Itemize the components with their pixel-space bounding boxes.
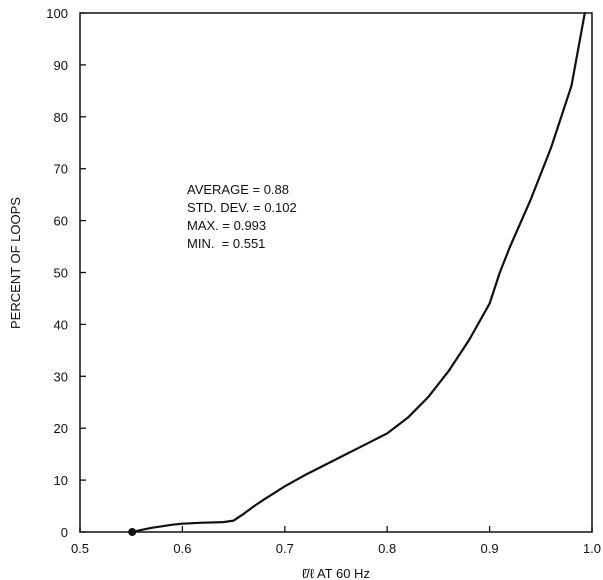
y-tick-label: 30	[54, 369, 68, 384]
series-line	[131, 11, 586, 534]
stats-annotation: AVERAGE = 0.88 STD. DEV. = 0.102 MAX. = …	[187, 182, 297, 251]
y-tick-label: 100	[46, 6, 68, 21]
y-tick-label: 20	[54, 421, 68, 436]
stat-std-dev: STD. DEV. = 0.102	[187, 200, 297, 215]
x-tick-label: 0.9	[481, 541, 499, 556]
y-tick-label: 90	[54, 58, 68, 73]
plot-frame	[79, 12, 593, 533]
y-tick-label: 0	[61, 525, 68, 540]
x-tick-label: 0.5	[71, 541, 89, 556]
y-tick-label: 60	[54, 214, 68, 229]
y-tick-label: 10	[54, 473, 68, 488]
y-axis-title: PERCENT OF LOOPS	[8, 197, 23, 329]
y-tick-label: 50	[54, 266, 68, 281]
x-tick-label: 0.7	[276, 541, 294, 556]
stat-min: MIN. = 0.551	[187, 236, 265, 251]
y-tick-label: 80	[54, 110, 68, 125]
y-tick-label: 70	[54, 162, 68, 177]
x-axis-title: ℓ̄/ℓ AT 60 Hz	[302, 566, 370, 580]
y-axis-ticks: 0 10 20 30 40 50 60 70 80 90 100	[46, 6, 86, 540]
x-tick-label: 0.8	[378, 541, 396, 556]
x-tick-label: 1.0	[583, 541, 601, 556]
stat-average: AVERAGE = 0.88	[187, 182, 289, 197]
stat-max: MAX. = 0.993	[187, 218, 266, 233]
x-axis-ticks: 0.5 0.6 0.7 0.8 0.9 1.0	[71, 526, 601, 556]
min-point-marker	[128, 528, 137, 536]
y-tick-label: 40	[54, 317, 68, 332]
x-tick-label: 0.6	[173, 541, 191, 556]
